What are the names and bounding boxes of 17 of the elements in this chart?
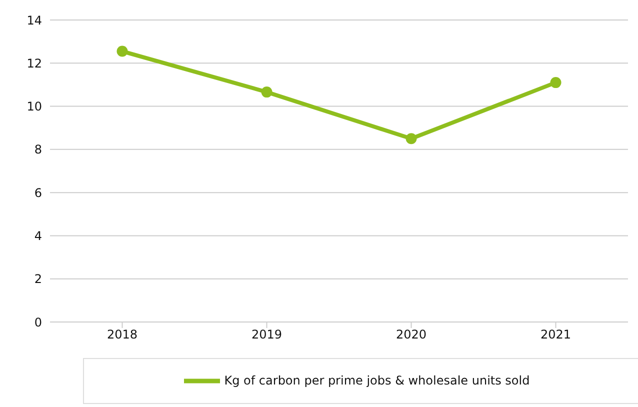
point [116,46,128,57]
y-tick-label: 10 [26,100,42,114]
y-tick-label: 0 [34,315,42,330]
x-tick-label: 2018 [106,328,138,342]
x-tick-label: 2019 [251,328,282,342]
y-tick-label: 14 [26,13,42,28]
point [550,77,562,88]
x-tick-label: 2021 [540,328,572,342]
legend-label: Kg of carbon per prime jobs & wholesale units sold [224,373,530,388]
y-tick-label: 8 [34,142,42,157]
y-tick-label: 6 [34,186,42,200]
point [261,86,272,98]
x-tick-label: 2020 [396,328,427,342]
y-tick-label: 4 [34,228,42,243]
y-tick-label: 2 [34,272,42,286]
point [406,133,417,144]
y-tick-label: 12 [26,56,42,70]
